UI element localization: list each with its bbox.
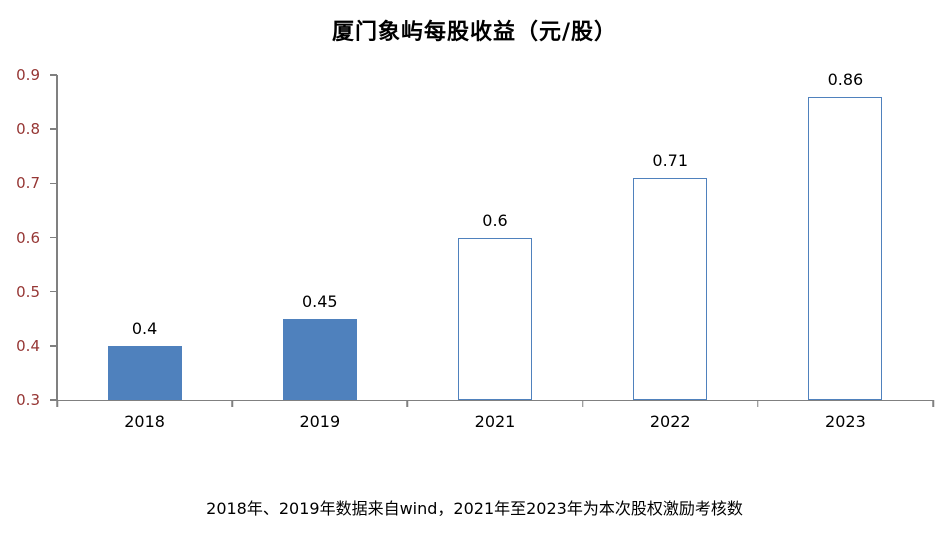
- footnote: 2018年、2019年数据来自wind，2021年至2023年为本次股权激励考核…: [206, 499, 743, 518]
- y-tick-label: 0.7: [16, 174, 40, 193]
- x-tick-label: 2021: [474, 412, 516, 431]
- x-tick-mark: [581, 400, 584, 407]
- bar-2019: [282, 318, 357, 400]
- y-tick-mark: [50, 290, 57, 293]
- x-tick-mark: [932, 400, 934, 407]
- x-tick-label: 2019: [299, 412, 341, 431]
- bar-slot: 0.45: [232, 75, 407, 400]
- bars-container: 0.4 0.45 0.6 0.71 0.86: [57, 70, 933, 400]
- y-tick-label: 0.5: [16, 282, 40, 301]
- y-tick-mark: [50, 74, 57, 76]
- chart-title: 厦门象屿每股收益（元/股）: [331, 20, 618, 45]
- data-label: 0.86: [827, 69, 864, 89]
- bar-slot: 0.71: [583, 75, 758, 400]
- bar-2023: [808, 96, 883, 400]
- bar-2022: [633, 177, 708, 400]
- y-tick-mark: [50, 399, 57, 401]
- data-label: 0.71: [652, 150, 689, 170]
- y-tick-mark: [50, 236, 57, 239]
- x-tick-label: 2018: [124, 412, 165, 431]
- y-tick-mark: [50, 182, 57, 185]
- data-label: 0.4: [131, 318, 158, 338]
- x-tick-mark: [56, 400, 58, 407]
- bar-slot: 0.86: [758, 70, 933, 400]
- bar-2021: [458, 237, 532, 400]
- x-axis-line: [56, 399, 933, 401]
- x-tick-mark: [757, 400, 759, 407]
- y-tick-label: 0.9: [16, 66, 40, 84]
- bar-2018: [107, 345, 182, 400]
- y-tick-label: 0.4: [16, 336, 40, 355]
- x-tick-label: 2023: [825, 412, 866, 431]
- x-axis-labels: 2018 2019 2021 2022 2023: [57, 412, 933, 431]
- y-tick-label: 0.8: [16, 120, 40, 139]
- x-tick-mark: [406, 400, 409, 407]
- x-axis-ticks: [56, 75, 934, 407]
- y-tick-label: 0.3: [16, 391, 40, 409]
- bar-slot: 0.6: [407, 75, 582, 400]
- plot-area: 0.4 0.45 0.6 0.71 0.86: [50, 70, 934, 407]
- y-tick-mark: [50, 128, 57, 130]
- bar-slot: 0.4: [57, 75, 232, 400]
- x-tick-label: 2022: [649, 412, 691, 431]
- y-tick-mark: [50, 345, 57, 347]
- y-axis-labels: 0.3 0.4 0.5 0.6 0.7 0.8 0.9: [2, 66, 48, 409]
- y-tick-label: 0.6: [16, 228, 40, 247]
- data-label: 0.45: [301, 291, 338, 311]
- x-tick-mark: [231, 400, 233, 407]
- data-label: 0.6: [482, 210, 508, 230]
